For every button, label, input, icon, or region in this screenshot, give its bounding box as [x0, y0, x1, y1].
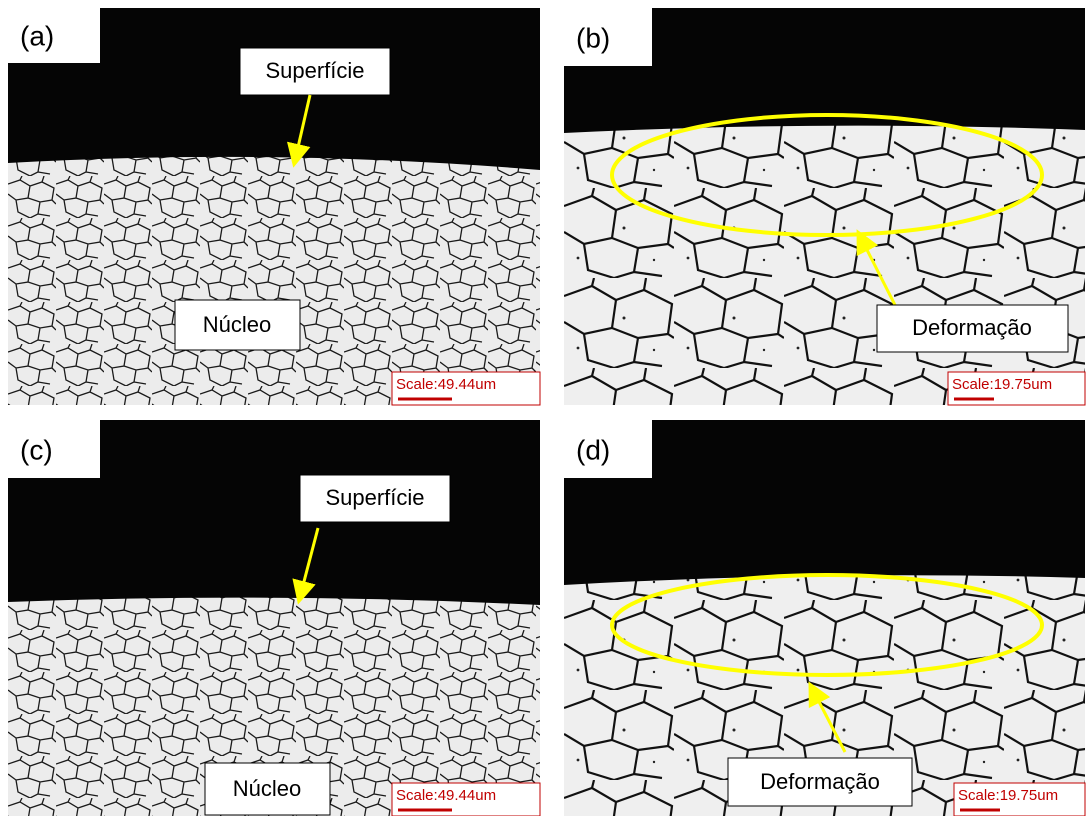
- annotation: Núcleo: [233, 776, 301, 801]
- panel-label: (b): [576, 22, 610, 53]
- panel-c: (c) Superfície Núcleo Scale:49.44um: [8, 420, 540, 816]
- panel-d: (d) Deformação Scale:19.75um: [564, 420, 1085, 816]
- panel-label: (a): [20, 20, 54, 51]
- scale-label: Scale:49.44um: [396, 376, 496, 393]
- panel-label: (c): [20, 434, 53, 465]
- annotation: Superfície: [265, 58, 364, 83]
- micrograph-grains: [8, 157, 540, 405]
- annotation: Superfície: [325, 485, 424, 510]
- micrograph-grains: [564, 126, 1085, 405]
- annotation: Deformação: [760, 769, 880, 794]
- annotation: Deformação: [912, 315, 1032, 340]
- scale-label: Scale:19.75um: [952, 376, 1052, 393]
- figure: (a) Superfície Núcleo Scale:49.44um (b) …: [0, 0, 1091, 816]
- annotation: Núcleo: [203, 312, 271, 337]
- panel-a: (a) Superfície Núcleo Scale:49.44um: [8, 8, 540, 405]
- scale-label: Scale:19.75um: [958, 787, 1058, 804]
- panel-label: (d): [576, 434, 610, 465]
- panel-b: (b) Deformação Scale:19.75um: [564, 8, 1085, 405]
- scale-label: Scale:49.44um: [396, 787, 496, 804]
